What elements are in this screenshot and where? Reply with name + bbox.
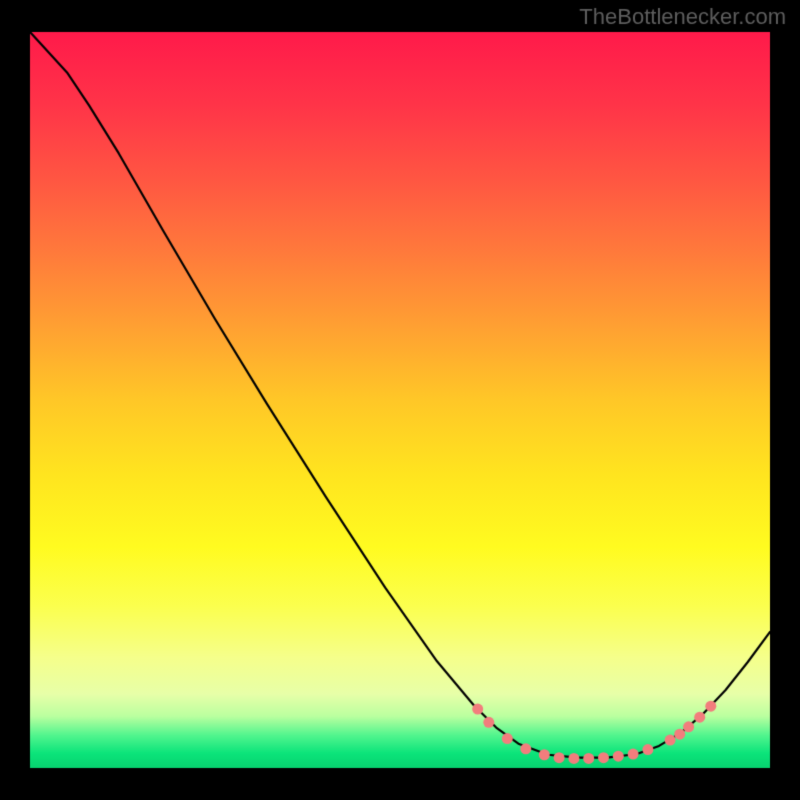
bottleneck-chart (0, 0, 800, 800)
